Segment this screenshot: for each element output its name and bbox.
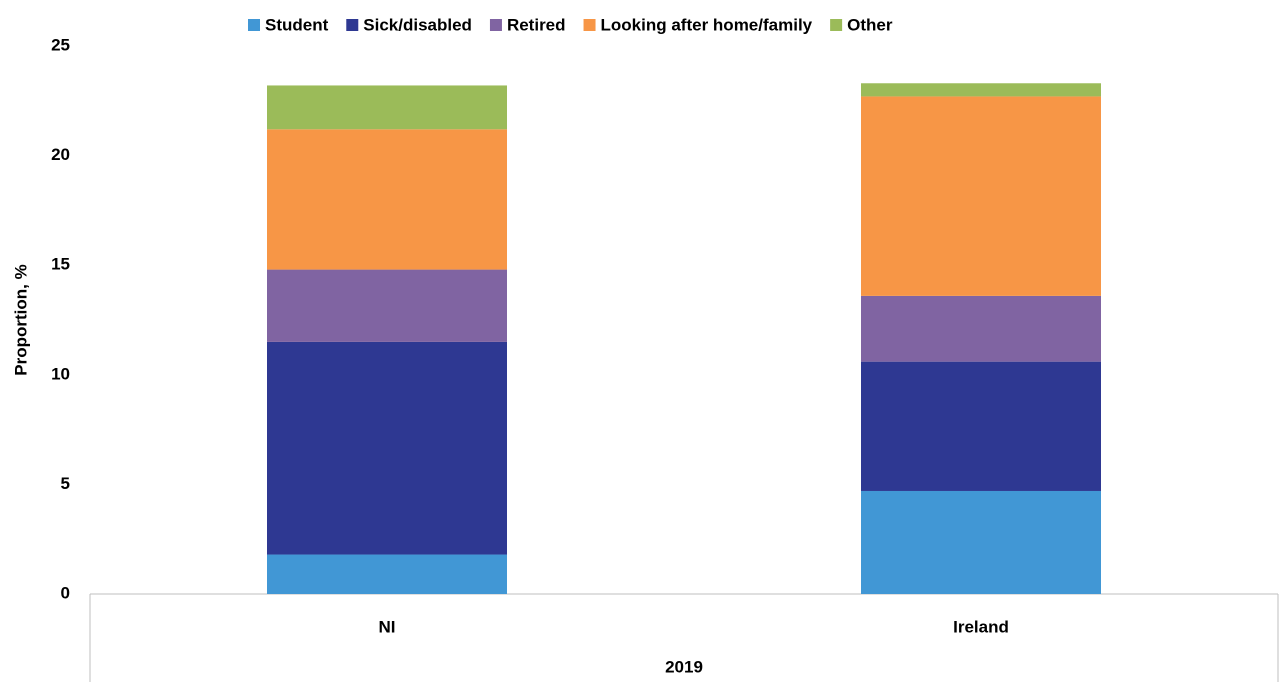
bar-segment (861, 83, 1101, 97)
legend-label: Looking after home/family (601, 15, 813, 34)
y-tick-label: 0 (61, 583, 70, 602)
legend-swatch (248, 19, 260, 31)
legend-swatch (346, 19, 359, 31)
bar-segment (267, 341, 507, 555)
bar-segment (267, 129, 507, 270)
bar-segment (861, 295, 1101, 362)
legend-label: Retired (507, 15, 566, 34)
legend-swatch (489, 19, 502, 31)
y-tick-label: 20 (51, 145, 70, 164)
legend-label: Student (265, 15, 329, 34)
bar-segment (861, 361, 1101, 491)
x-group-label: 2019 (665, 657, 703, 676)
y-tick-label: 15 (51, 255, 70, 274)
legend-swatch (830, 19, 843, 31)
x-tick-label: NI (379, 617, 396, 636)
legend-label: Other (847, 15, 893, 34)
legend-label: Sick/disabled (363, 15, 472, 34)
y-tick-label: 10 (51, 364, 70, 383)
legend-swatch (583, 19, 596, 31)
bar-segment (267, 85, 507, 130)
bar-segment (267, 554, 507, 594)
bar-segment (861, 96, 1101, 296)
y-tick-label: 5 (61, 474, 70, 493)
y-axis-title: Proportion, % (11, 264, 30, 375)
bar-segment (861, 490, 1101, 594)
bar-segment (267, 269, 507, 342)
x-tick-label: Ireland (953, 617, 1009, 636)
y-tick-label: 25 (51, 35, 70, 54)
